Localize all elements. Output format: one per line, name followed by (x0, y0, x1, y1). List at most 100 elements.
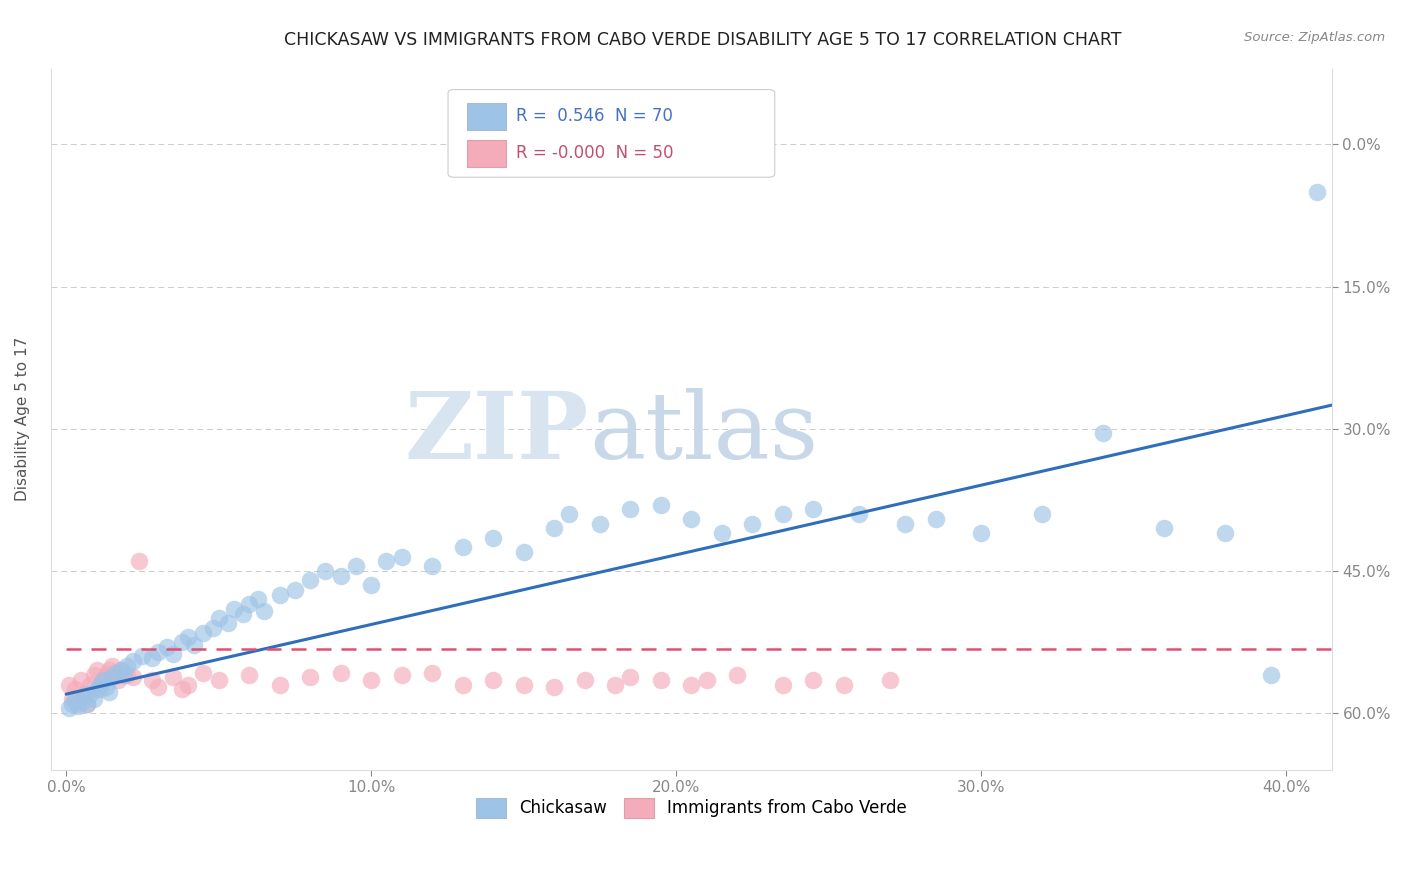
Point (89, 678, 111, 692)
Point (375, 554, 398, 568)
Point (420, 666, 443, 681)
Point (543, 521, 565, 535)
Point (170, 682, 193, 697)
Point (284, 582, 307, 597)
Point (1306, 185, 1329, 199)
Point (803, 502, 825, 516)
Point (207, 673, 229, 687)
Point (848, 507, 870, 521)
Text: ZIP: ZIP (405, 388, 589, 478)
Point (681, 512, 703, 526)
Point (177, 678, 200, 692)
Point (131, 649, 153, 664)
FancyBboxPatch shape (449, 89, 775, 178)
Point (110, 664, 132, 678)
Point (269, 588, 291, 602)
Point (741, 516, 763, 531)
Point (1092, 426, 1115, 441)
Point (141, 651, 163, 665)
Point (681, 678, 703, 692)
Point (619, 502, 641, 516)
Point (122, 654, 145, 668)
Point (156, 640, 179, 654)
Point (58, 678, 80, 692)
Point (183, 638, 205, 652)
Point (832, 678, 855, 692)
Point (201, 621, 224, 635)
Point (97, 664, 120, 678)
Point (91, 673, 114, 687)
Point (60, 697, 83, 711)
Point (67, 698, 90, 713)
Point (170, 635, 193, 649)
Point (247, 592, 270, 607)
Point (76, 697, 98, 711)
Point (73, 689, 96, 703)
Point (86, 682, 108, 697)
Point (482, 673, 505, 687)
Y-axis label: Disability Age 5 to 17: Disability Age 5 to 17 (15, 337, 30, 501)
Point (70, 673, 93, 687)
Point (543, 680, 565, 694)
Point (115, 668, 138, 682)
Bar (467, 140, 506, 167)
Point (451, 540, 474, 554)
Point (314, 564, 336, 578)
Point (177, 630, 200, 644)
Point (299, 670, 322, 684)
Point (193, 666, 215, 681)
Point (803, 673, 825, 687)
Point (65, 692, 87, 706)
Point (232, 607, 254, 621)
Point (76, 697, 98, 711)
Point (73, 687, 96, 701)
Point (70, 695, 93, 709)
Point (299, 574, 322, 588)
Point (67, 697, 90, 711)
Point (482, 531, 505, 545)
Point (128, 554, 150, 568)
Point (104, 668, 127, 682)
Point (391, 549, 413, 564)
Point (924, 512, 946, 526)
Point (94, 668, 117, 682)
Text: R = -0.000  N = 50: R = -0.000 N = 50 (516, 145, 673, 162)
Point (360, 578, 382, 592)
Text: atlas: atlas (589, 388, 818, 478)
Point (115, 658, 138, 673)
Point (91, 673, 114, 687)
Point (83, 692, 105, 706)
Point (360, 673, 382, 687)
Point (83, 668, 105, 682)
Point (101, 670, 124, 684)
Point (79, 678, 101, 692)
Point (217, 616, 239, 631)
Bar (467, 103, 506, 129)
Point (710, 526, 733, 541)
Point (772, 678, 794, 692)
Point (107, 673, 129, 687)
Point (772, 507, 794, 521)
Point (512, 678, 534, 692)
Point (1153, 521, 1175, 535)
Point (162, 648, 184, 662)
Point (329, 666, 352, 681)
Text: Source: ZipAtlas.com: Source: ZipAtlas.com (1244, 31, 1385, 45)
Point (650, 673, 672, 687)
Text: CHICKASAW VS IMMIGRANTS FROM CABO VERDE DISABILITY AGE 5 TO 17 CORRELATION CHART: CHICKASAW VS IMMIGRANTS FROM CABO VERDE … (284, 31, 1122, 49)
Point (86, 664, 108, 678)
Point (58, 701, 80, 715)
Point (79, 687, 101, 701)
Point (141, 673, 163, 687)
Point (605, 678, 627, 692)
Point (391, 668, 413, 682)
Point (1031, 507, 1053, 521)
Point (222, 602, 245, 616)
Point (970, 526, 993, 541)
Point (589, 516, 612, 531)
Point (696, 673, 718, 687)
Legend: Chickasaw, Immigrants from Cabo Verde: Chickasaw, Immigrants from Cabo Verde (470, 791, 914, 825)
Point (725, 668, 748, 682)
Point (512, 545, 534, 559)
Point (451, 678, 474, 692)
